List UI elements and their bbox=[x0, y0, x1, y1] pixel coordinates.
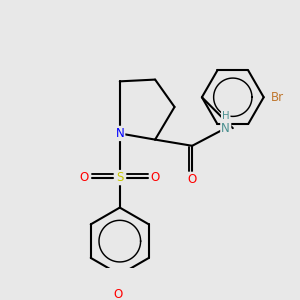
Text: N: N bbox=[221, 122, 230, 135]
Text: S: S bbox=[116, 171, 124, 184]
Text: H: H bbox=[222, 111, 230, 121]
Text: N: N bbox=[116, 127, 124, 140]
Text: O: O bbox=[151, 171, 160, 184]
Text: O: O bbox=[80, 171, 89, 184]
Text: O: O bbox=[113, 288, 123, 300]
Text: Br: Br bbox=[271, 91, 284, 104]
Text: O: O bbox=[188, 173, 197, 186]
